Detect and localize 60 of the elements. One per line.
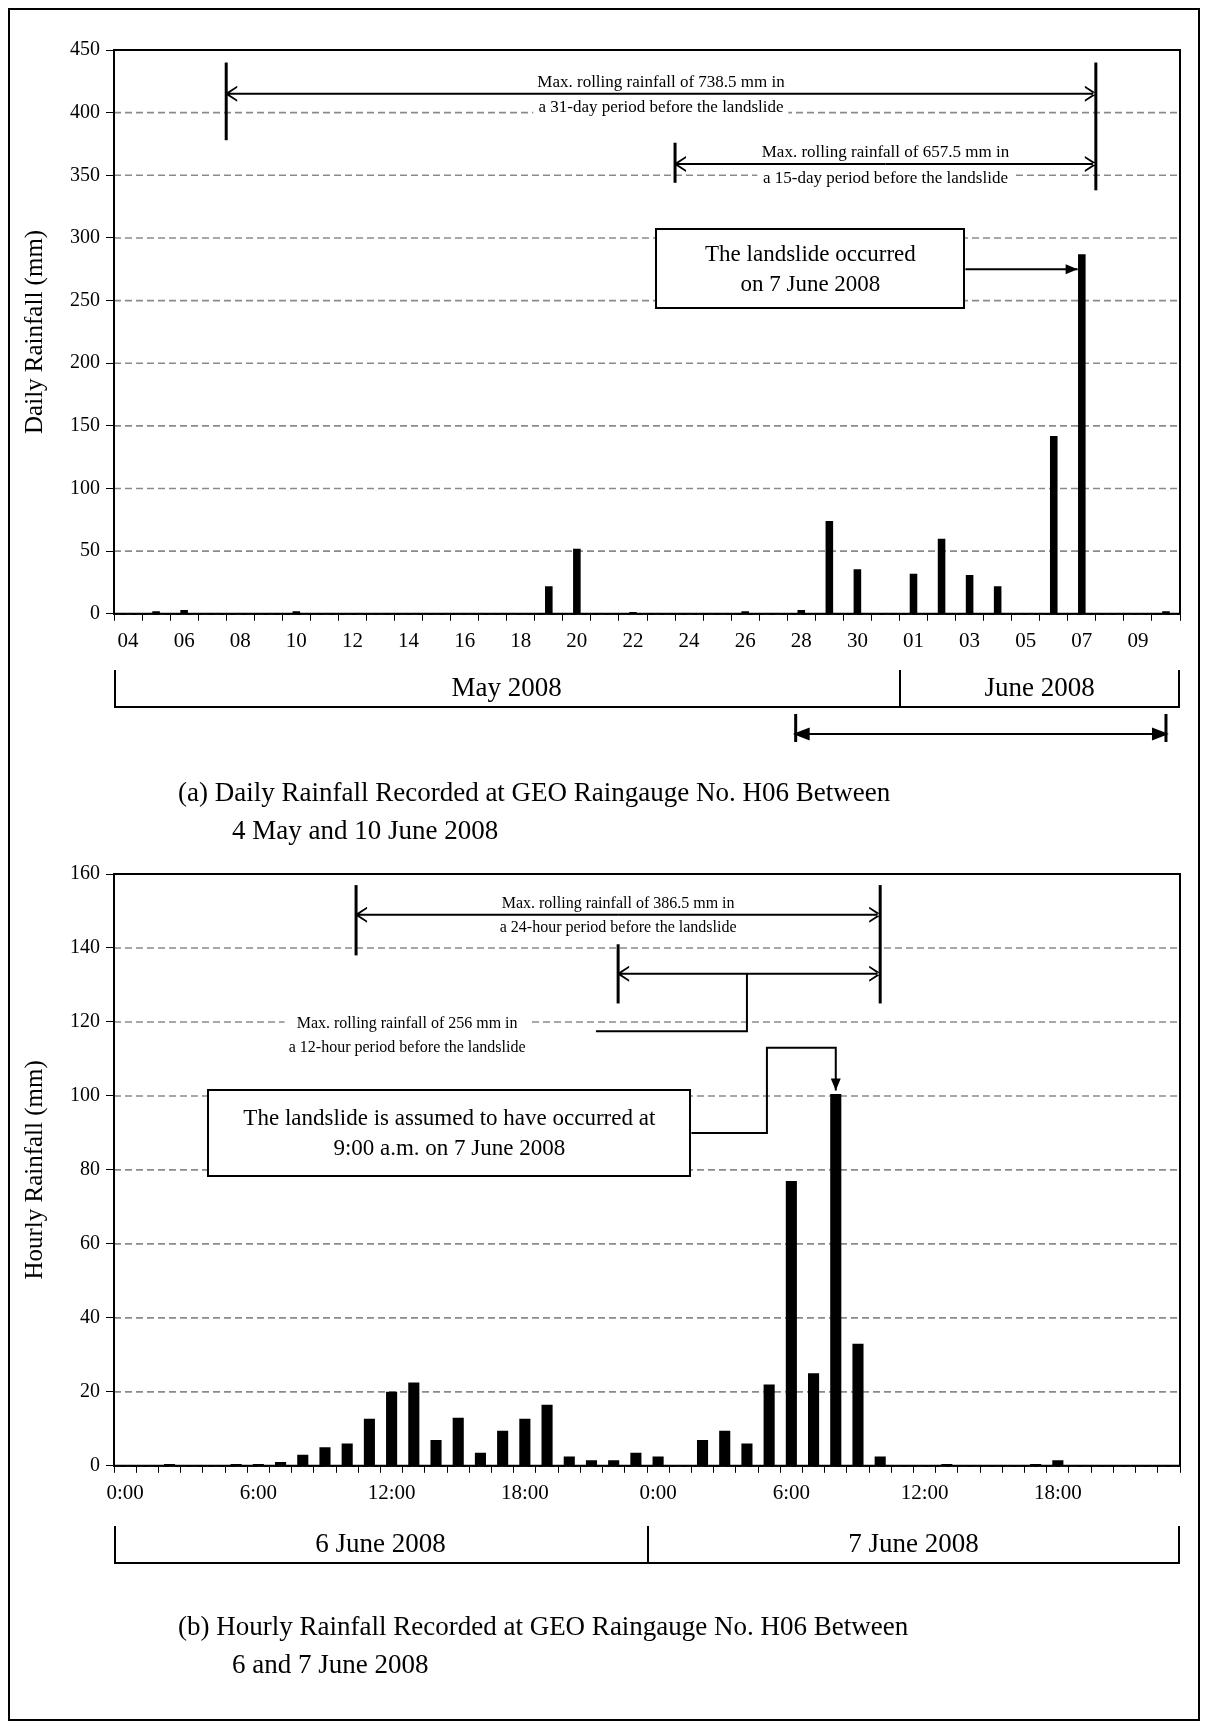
text: (b) Hourly Rainfall Recorded at GEO Raingauge No. H06 Between 6 and 7 June 2008 xyxy=(178,1610,910,1681)
x-tick-label: 07 xyxy=(1071,627,1093,652)
y-tick-label: 160 xyxy=(70,861,100,884)
x-tick-label: 08 xyxy=(229,627,251,652)
y-tick-label: 40 xyxy=(80,1305,100,1328)
annotation: Max. rolling rainfall of 657.5 mm in a 15-day period before the landslide xyxy=(757,138,1014,190)
y-tick-label: 250 xyxy=(70,287,100,310)
y-tick-label: 20 xyxy=(80,1379,100,1402)
x-tick-label: 6:00 xyxy=(239,1479,278,1504)
x-tick-label: 09 xyxy=(1127,627,1149,652)
text: (a) Daily Rainfall Recorded at GEO Raingauge No. H06 Between 4 May and 10 June 2008 xyxy=(178,776,892,847)
y-tick-label: 300 xyxy=(70,225,100,248)
y-tick-label: 450 xyxy=(70,37,100,60)
x-tick-label: 18 xyxy=(510,627,532,652)
y-tick-label: 0 xyxy=(90,1453,100,1476)
x-tick-label: 12:00 xyxy=(367,1479,416,1504)
x-tick-label: 05 xyxy=(1015,627,1037,652)
annotation: Max. rolling rainfall of 256 mm in a 12-hour period before the landslide xyxy=(284,1010,530,1059)
x-tick-label: 12 xyxy=(341,627,363,652)
x-tick-label: 30 xyxy=(846,627,868,652)
x-tick-label: 10 xyxy=(285,627,307,652)
y-tick-label: 60 xyxy=(80,1231,100,1254)
annotation: Max. rolling rainfall of 386.5 mm in a 24-hour period before the landslide xyxy=(495,890,741,939)
x-tick-label: 06 xyxy=(173,627,195,652)
x-tick-label: 28 xyxy=(790,627,812,652)
x-tick-label: 18:00 xyxy=(500,1479,549,1504)
x-tick-label: 0:00 xyxy=(106,1479,144,1504)
y-tick-label: 400 xyxy=(70,99,100,122)
x-tick-label: 03 xyxy=(959,627,981,652)
text: 6 June 2008 xyxy=(315,1528,446,1559)
annotation: The landslide is assumed to have occurred at 9:00 a.m. on 7 June 2008 xyxy=(243,1104,656,1162)
x-tick-label: 14 xyxy=(398,627,420,652)
y-tick-label: 140 xyxy=(70,935,100,958)
x-tick-label: 12:00 xyxy=(900,1479,949,1504)
x-tick-label: 6:00 xyxy=(772,1479,811,1504)
y-tick-label: 50 xyxy=(80,538,100,561)
y-tick-label: 200 xyxy=(70,350,100,373)
y-axis-title: Daily Rainfall (mm) xyxy=(19,229,48,434)
text: 7 June 2008 xyxy=(848,1528,979,1559)
y-tick-label: 0 xyxy=(90,601,100,624)
x-tick-label: 18:00 xyxy=(1033,1479,1082,1504)
y-tick-label: 80 xyxy=(80,1157,100,1180)
x-tick-label: 26 xyxy=(734,627,756,652)
y-tick-label: 150 xyxy=(70,413,100,436)
x-tick-label: 01 xyxy=(903,627,924,652)
y-tick-label: 100 xyxy=(70,1083,100,1106)
y-axis-title: Hourly Rainfall (mm) xyxy=(19,1060,48,1280)
y-tick-label: 100 xyxy=(70,475,100,498)
x-tick-label: 24 xyxy=(678,627,701,652)
x-tick-label: 20 xyxy=(566,627,588,652)
y-tick-label: 350 xyxy=(70,162,100,185)
y-tick-label: 120 xyxy=(70,1009,100,1032)
annotation: Max. rolling rainfall of 738.5 mm in a 31-day period before the landslide xyxy=(533,68,789,120)
x-tick-label: 16 xyxy=(454,627,476,652)
annotation: The landslide occurred on 7 June 2008 xyxy=(705,239,916,298)
text: May 2008 xyxy=(451,672,562,703)
x-tick-label: 04 xyxy=(117,627,140,652)
x-tick-label: 22 xyxy=(622,627,644,652)
text: June 2008 xyxy=(984,672,1095,703)
x-tick-label: 0:00 xyxy=(639,1479,677,1504)
